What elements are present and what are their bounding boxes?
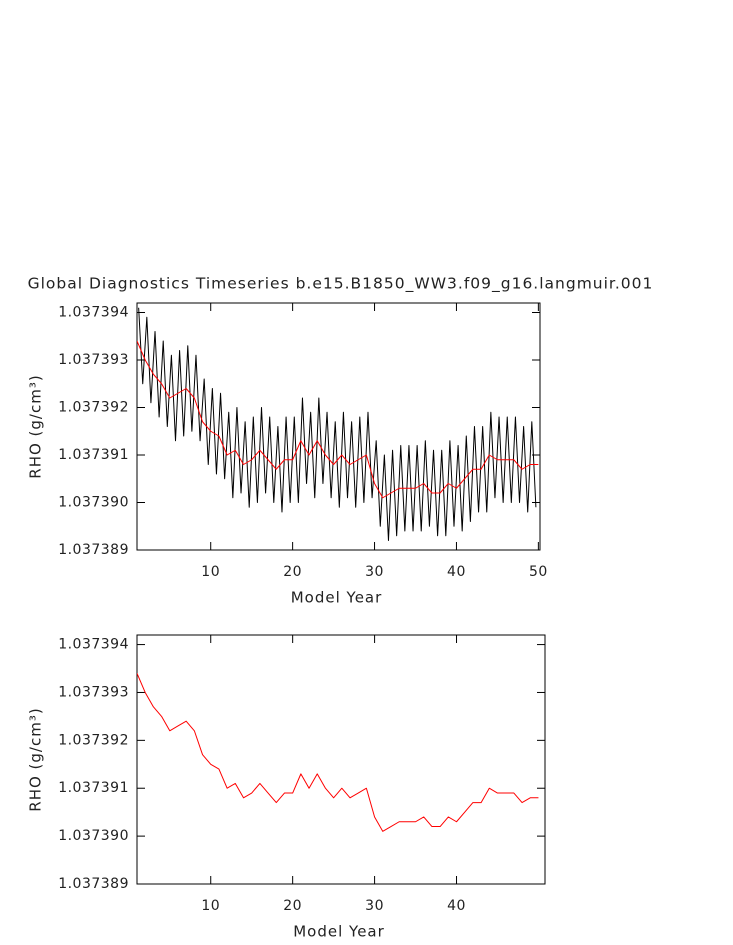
- x-tick-label: 10: [201, 564, 220, 580]
- x-tick-label: 50: [529, 564, 548, 580]
- y-tick-label: 1.037394: [58, 637, 129, 653]
- x-tick-label: 30: [365, 564, 384, 580]
- y-tick-label: 1.037394: [58, 305, 129, 321]
- y-axis-label: RHO (g/cm³): [27, 374, 45, 478]
- y-tick-label: 1.037390: [58, 495, 129, 511]
- plot-frame: [136, 634, 546, 885]
- x-tick-label: 20: [283, 564, 302, 580]
- plot-frame: [136, 302, 541, 551]
- x-axis-label: Model Year: [291, 589, 383, 607]
- y-tick-label: 1.037390: [58, 828, 129, 844]
- x-tick-label: 40: [447, 564, 466, 580]
- y-tick-label: 1.037391: [58, 780, 129, 796]
- y-tick-label: 1.037389: [58, 542, 129, 558]
- y-axis-label: RHO (g/cm³): [27, 707, 45, 811]
- y-tick-label: 1.037392: [58, 732, 129, 748]
- y-tick-label: 1.037389: [58, 876, 129, 892]
- x-tick-label: 30: [365, 898, 384, 914]
- y-tick-label: 1.037393: [58, 352, 129, 368]
- y-tick-label: 1.037392: [58, 400, 129, 416]
- data-line: [137, 673, 539, 832]
- x-tick-label: 40: [447, 898, 466, 914]
- y-tick-label: 1.037393: [58, 684, 129, 700]
- x-tick-label: 10: [201, 898, 220, 914]
- chart-title: Global Diagnostics Timeseries b.e15.B185…: [28, 275, 654, 294]
- data-line: [138, 307, 537, 541]
- data-line: [137, 340, 539, 499]
- x-tick-label: 20: [283, 898, 302, 914]
- y-tick-label: 1.037391: [58, 447, 129, 463]
- x-axis-label: Model Year: [293, 923, 385, 941]
